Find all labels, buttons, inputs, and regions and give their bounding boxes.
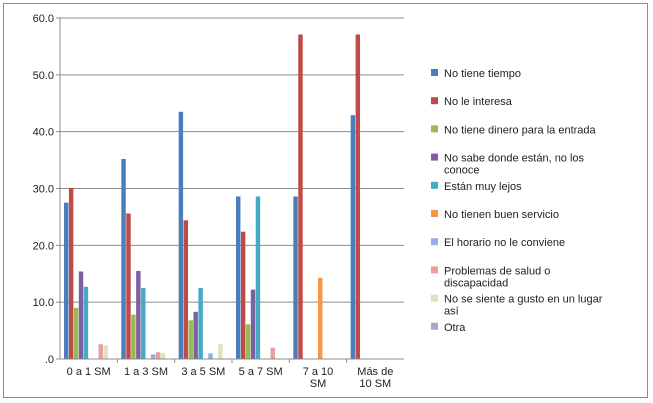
bar: [250, 289, 256, 359]
bar: [83, 286, 89, 359]
bar: [78, 271, 84, 359]
bar: [193, 311, 198, 359]
legend-swatch: [431, 69, 438, 76]
bar-chart: .0 10.0 20.0 30.0 40.0 50.0 60.0 0 a 1 SM 1 a 3…: [33, 13, 603, 390]
legend-label: No tiene tiempo: [444, 68, 521, 80]
bar: [318, 277, 323, 359]
y-tick-label: 60.0: [33, 13, 54, 25]
x-category-label: 0 a 1 SM: [67, 366, 111, 378]
bar: [255, 196, 261, 359]
bar: [150, 354, 156, 359]
legend-label: No se siente a gusto en un lugar así: [444, 294, 603, 318]
legend-item: No le interesa: [431, 96, 513, 108]
bar: [178, 111, 184, 360]
legend-item: El horario no le conviene: [431, 237, 565, 249]
bar: [236, 196, 241, 359]
legend-label: No tienen buen servicio: [444, 209, 559, 221]
x-category-label: 3 a 5 SM: [181, 366, 225, 378]
legend-item: No sabe donde están, no los conoce: [431, 153, 585, 177]
bar: [183, 220, 189, 359]
bar: [240, 231, 246, 359]
legend-label: No sabe donde están, no los conoce: [444, 153, 585, 177]
legend-label: Otra: [444, 322, 466, 334]
legend-swatch: [431, 294, 438, 302]
x-category-label: 7 a 10 SM: [303, 366, 334, 390]
legend-swatch: [431, 181, 438, 189]
bar: [298, 34, 303, 360]
bar: [355, 34, 361, 360]
bar: [350, 115, 356, 359]
bar: [188, 320, 193, 359]
legend-label: No tiene dinero para la entrada: [444, 124, 597, 136]
legend-item: No se siente a gusto en un lugar así: [431, 294, 603, 318]
legend-item: Problemas de salud o discapacidad: [431, 265, 550, 289]
bar: [126, 213, 131, 359]
legend-label: Están muy lejos: [444, 181, 522, 193]
legend: No tiene tiempo No le interesa No tiene di…: [431, 68, 603, 334]
bar: [270, 347, 275, 359]
bar: [245, 324, 251, 359]
legend-swatch: [431, 266, 438, 274]
legend-label: El horario no le conviene: [444, 237, 565, 249]
bar: [155, 352, 161, 359]
bars: [64, 34, 361, 360]
y-tick-label: .0: [45, 354, 54, 366]
bar: [293, 196, 298, 359]
x-category-label: 1 a 3 SM: [124, 366, 168, 378]
bar: [68, 187, 74, 359]
x-axis-categories: 0 a 1 SM 1 a 3 SM 3 a 5 SM 5 a 7 SM 7 a 10 SM…: [67, 366, 394, 390]
legend-item: No tienen buen servicio: [431, 209, 559, 221]
bar: [73, 307, 79, 359]
bar: [198, 287, 203, 359]
legend-swatch: [431, 97, 438, 105]
legend-item: No tiene dinero para la entrada: [431, 124, 597, 136]
x-category-label: 5 a 7 SM: [239, 366, 283, 378]
y-tick-label: 10.0: [33, 297, 54, 309]
chart-frame: .0 10.0 20.0 30.0 40.0 50.0 60.0 0 a 1 SM 1 a 3…: [3, 3, 648, 398]
bar: [131, 314, 136, 359]
y-tick-label: 40.0: [33, 127, 54, 139]
gridlines: [56, 17, 404, 360]
bar: [64, 202, 69, 359]
y-tick-label: 20.0: [33, 240, 54, 252]
legend-swatch: [431, 125, 438, 133]
y-tick-label: 50.0: [33, 70, 54, 82]
legend-swatch: [431, 322, 438, 330]
bar: [208, 353, 213, 359]
bar: [160, 353, 166, 359]
x-category-label: Más de 10 SM: [357, 366, 393, 390]
legend-label: No le interesa: [444, 96, 513, 108]
legend-item: Están muy lejos: [431, 181, 522, 193]
legend-item: Otra: [431, 322, 466, 334]
legend-label: Problemas de salud o discapacidad: [444, 265, 550, 289]
bar: [218, 344, 223, 359]
legend-swatch: [431, 153, 438, 161]
bar: [103, 345, 108, 359]
legend-swatch: [431, 238, 438, 246]
bar: [136, 270, 141, 359]
y-tick-label: 30.0: [33, 184, 54, 196]
legend-swatch: [431, 210, 438, 217]
axes: [59, 18, 404, 363]
y-axis-ticks: .0 10.0 20.0 30.0 40.0 50.0 60.0: [33, 13, 54, 366]
bar: [98, 344, 103, 359]
bar: [121, 158, 126, 359]
bar: [141, 287, 146, 359]
legend-item: No tiene tiempo: [431, 68, 521, 80]
